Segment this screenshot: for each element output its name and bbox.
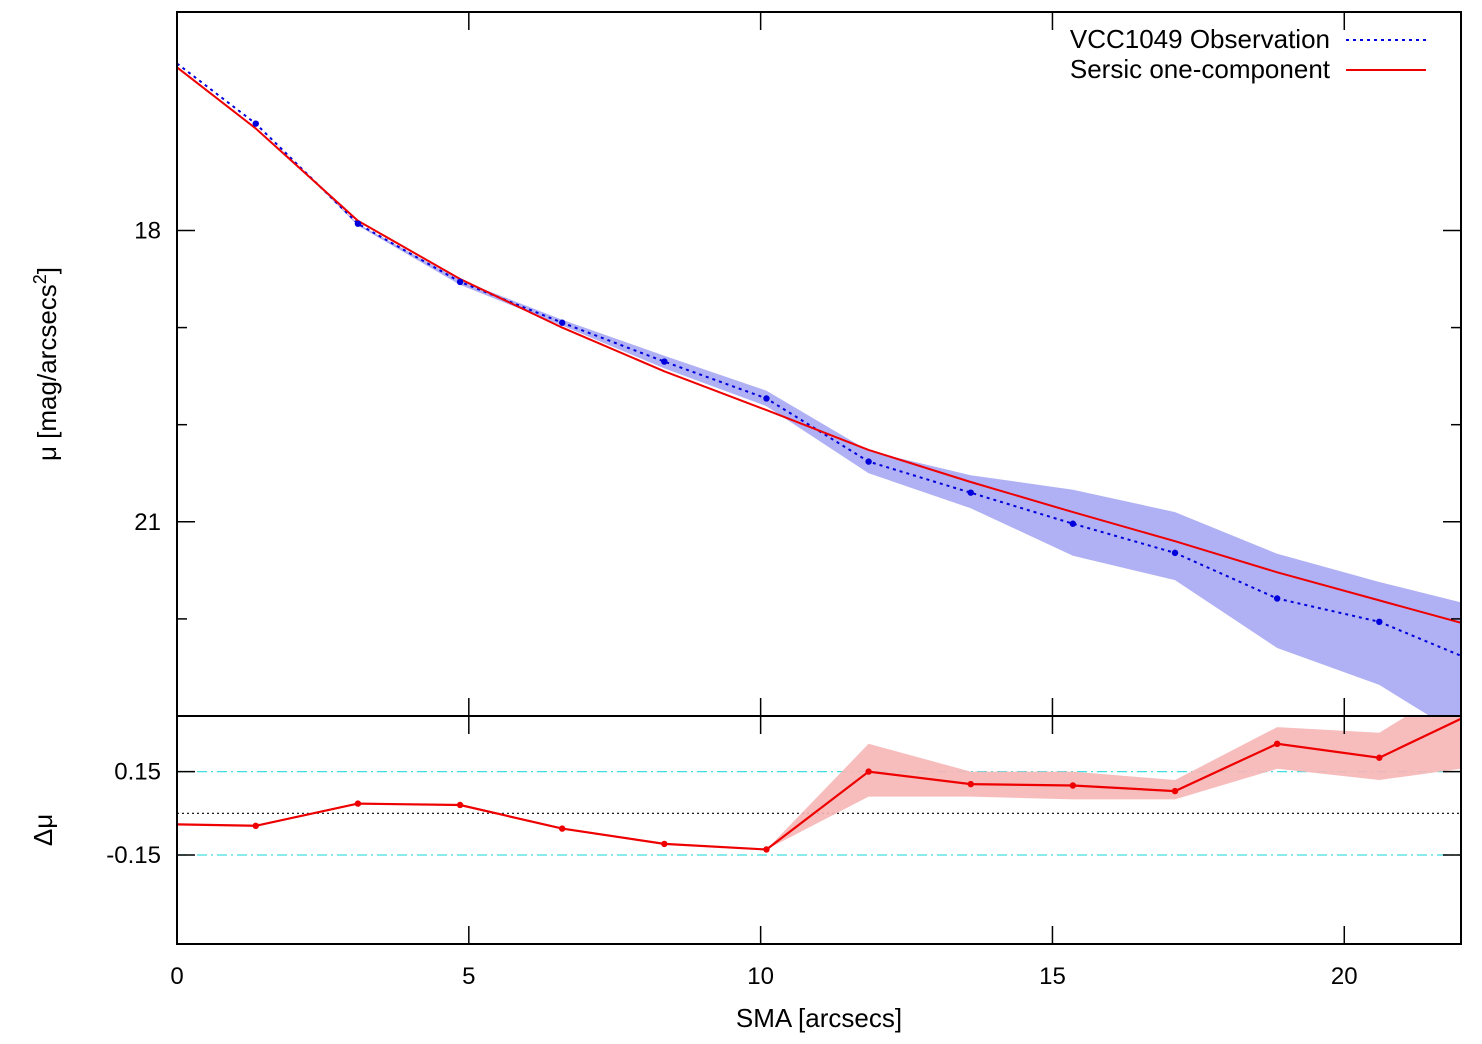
- residual-error-band-area: [177, 716, 1461, 850]
- residual-point: [1069, 782, 1077, 789]
- residual-point: [354, 800, 362, 807]
- profile-lines: [177, 62, 1461, 657]
- observation-line: [177, 62, 1461, 657]
- residual-point: [252, 822, 259, 830]
- observation-point: [354, 220, 362, 227]
- y-axis-label-close: ]: [32, 267, 62, 274]
- x-tick-label: 20: [1331, 963, 1358, 990]
- observation-point: [1069, 520, 1077, 527]
- x-tick-label: 0: [170, 963, 183, 990]
- residual-y-tick-label: -0.15: [106, 842, 161, 869]
- residual-point: [1376, 754, 1383, 761]
- observation-error-band-area: [177, 63, 1461, 716]
- observation-point: [661, 358, 668, 365]
- residual-point: [865, 768, 872, 775]
- x-axis-label: SMA [arcsecs]: [736, 1003, 902, 1033]
- residual-point: [1171, 787, 1179, 795]
- residual-point: [763, 846, 770, 853]
- y-tick-label: 21: [134, 509, 161, 536]
- observation-point: [252, 120, 259, 127]
- y-axis-label-main: μ [mag/arcsecs2]: [30, 267, 62, 461]
- residual-y-tick-label: 0.15: [114, 759, 161, 786]
- observation-error-band: [177, 63, 1461, 716]
- residual-plot-frame: [176, 715, 1462, 945]
- x-axis-ticks: 0 5 10 15 20: [170, 12, 1358, 990]
- residual-lines: [177, 717, 1461, 853]
- residual-line: [177, 717, 1461, 851]
- residual-point: [967, 780, 974, 788]
- residual-panel: 0.15 -0.15: [106, 715, 1462, 945]
- y-axis-label-text: μ [mag/arcsecs: [32, 284, 62, 461]
- residual-point: [559, 825, 566, 832]
- residual-point: [1273, 740, 1281, 748]
- y-axis-label-residual: Δμ: [28, 814, 58, 846]
- observation-point: [1273, 595, 1281, 602]
- legend-label-observation: VCC1049 Observation: [1070, 24, 1330, 54]
- legend-label-model: Sersic one-component: [1070, 54, 1331, 84]
- y-tick-label: 18: [134, 217, 161, 244]
- x-tick-label: 10: [747, 963, 774, 990]
- legend: VCC1049 Observation Sersic one-component: [1070, 24, 1426, 84]
- residual-point: [456, 801, 464, 809]
- x-tick-label: 5: [462, 963, 475, 990]
- y-axis-label-superscript: 2: [30, 274, 50, 284]
- sersic-model-line: [177, 66, 1461, 624]
- observation-point: [865, 458, 872, 465]
- observation-point: [456, 278, 464, 286]
- residual-error-band: [177, 716, 1461, 856]
- observation-point: [1171, 549, 1179, 557]
- observation-point: [559, 319, 566, 326]
- residual-point: [661, 840, 668, 848]
- observation-point: [763, 395, 770, 402]
- residual-ticks: 0.15 -0.15: [106, 759, 1461, 869]
- observation-point: [1376, 618, 1383, 626]
- x-tick-label: 15: [1039, 963, 1066, 990]
- observation-point: [967, 489, 974, 496]
